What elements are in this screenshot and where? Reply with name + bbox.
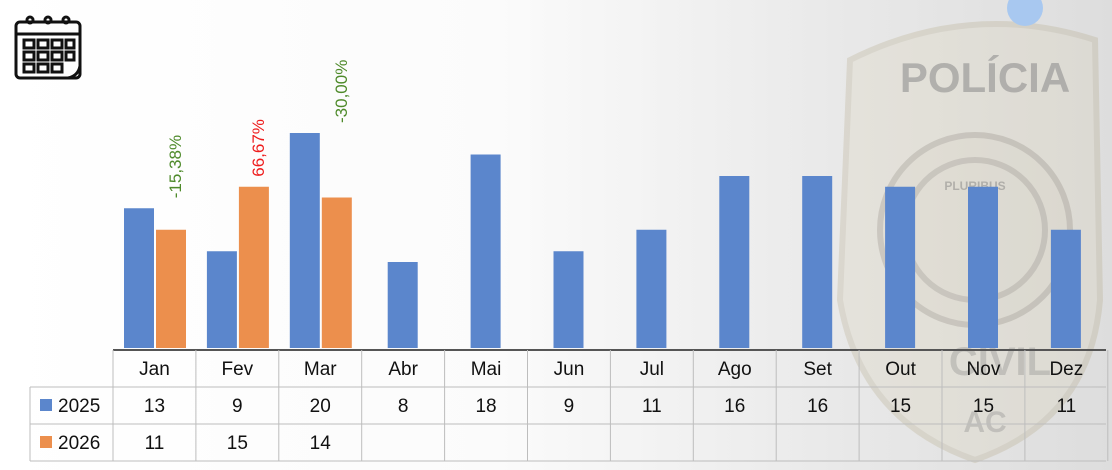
legend-label-2025: 2025 [58, 396, 100, 417]
cell-2026-fev: 15 [227, 433, 248, 454]
bar-2025-jul [636, 229, 667, 348]
bar-2025-ago [719, 176, 750, 348]
cell-2025-fev: 9 [232, 396, 243, 417]
cell-2026-mar: 14 [310, 433, 332, 454]
month-label-fev: Fev [222, 359, 254, 380]
bar-2025-jun [553, 251, 584, 348]
cell-2025-jan: 13 [144, 396, 165, 417]
cell-2025-set: 16 [807, 396, 828, 417]
month-label-abr: Abr [388, 359, 418, 380]
month-label-out: Out [885, 359, 916, 380]
bar-2025-nov [968, 186, 998, 348]
calendar-icon [14, 15, 82, 80]
month-label-dez: Dez [1049, 359, 1083, 380]
cell-2025-mar: 20 [310, 396, 331, 417]
badge-bottom-text: AC [963, 406, 1006, 439]
cell-2026-jan: 11 [145, 433, 165, 454]
month-label-jan: Jan [139, 359, 170, 380]
bar-2025-mai [470, 154, 501, 348]
bar-2025-dez [1050, 229, 1081, 348]
annotation-mar: -30,00% [332, 60, 351, 123]
bar-2025-mar [289, 133, 320, 348]
legend-key-2026 [40, 436, 52, 448]
blue-dot-decoration [1007, 0, 1043, 26]
data-table: Jan Fev Mar Abr Mai Jun Jul Ago Set Out Nov Dez 2025… [29, 349, 1109, 462]
annotation-fev: 66,67% [249, 119, 268, 177]
cell-2025-mai: 18 [475, 396, 496, 417]
bar-2026-jan [156, 229, 186, 348]
month-label-mar: Mar [304, 359, 337, 380]
cell-2025-jul: 11 [642, 396, 662, 417]
annotation-jan: -15,38% [166, 135, 185, 198]
month-label-jun: Jun [554, 359, 585, 380]
month-label-jul: Jul [640, 359, 664, 380]
badge-middle-text: CIVIL [949, 340, 1051, 384]
month-label-mai: Mai [471, 359, 502, 380]
annotations-layer: -15,38% 66,67% -30,00% [166, 60, 351, 199]
legend-key-2025 [40, 399, 52, 411]
bar-2025-out [885, 186, 916, 348]
bar-2026-mar [321, 197, 352, 348]
month-label-ago: Ago [718, 359, 752, 380]
cell-2025-out: 15 [890, 396, 911, 417]
cell-2025-dez: 11 [1056, 396, 1076, 417]
month-label-nov: Nov [967, 359, 1001, 380]
cell-2025-ago: 16 [724, 396, 745, 417]
legend-label-2026: 2026 [58, 433, 100, 454]
cell-2025-nov: 15 [973, 396, 994, 417]
month-label-set: Set [803, 359, 832, 380]
bar-2025-set [802, 176, 833, 348]
badge-top-text: POLÍCIA [900, 54, 1070, 101]
bar-2025-fev [206, 251, 237, 348]
bars-layer [124, 133, 1081, 348]
cell-2025-jun: 9 [564, 396, 575, 417]
bar-2025-abr [387, 262, 418, 348]
bar-2026-fev [238, 186, 269, 348]
bar-2025-jan [124, 208, 154, 348]
cell-2025-abr: 8 [398, 396, 409, 417]
